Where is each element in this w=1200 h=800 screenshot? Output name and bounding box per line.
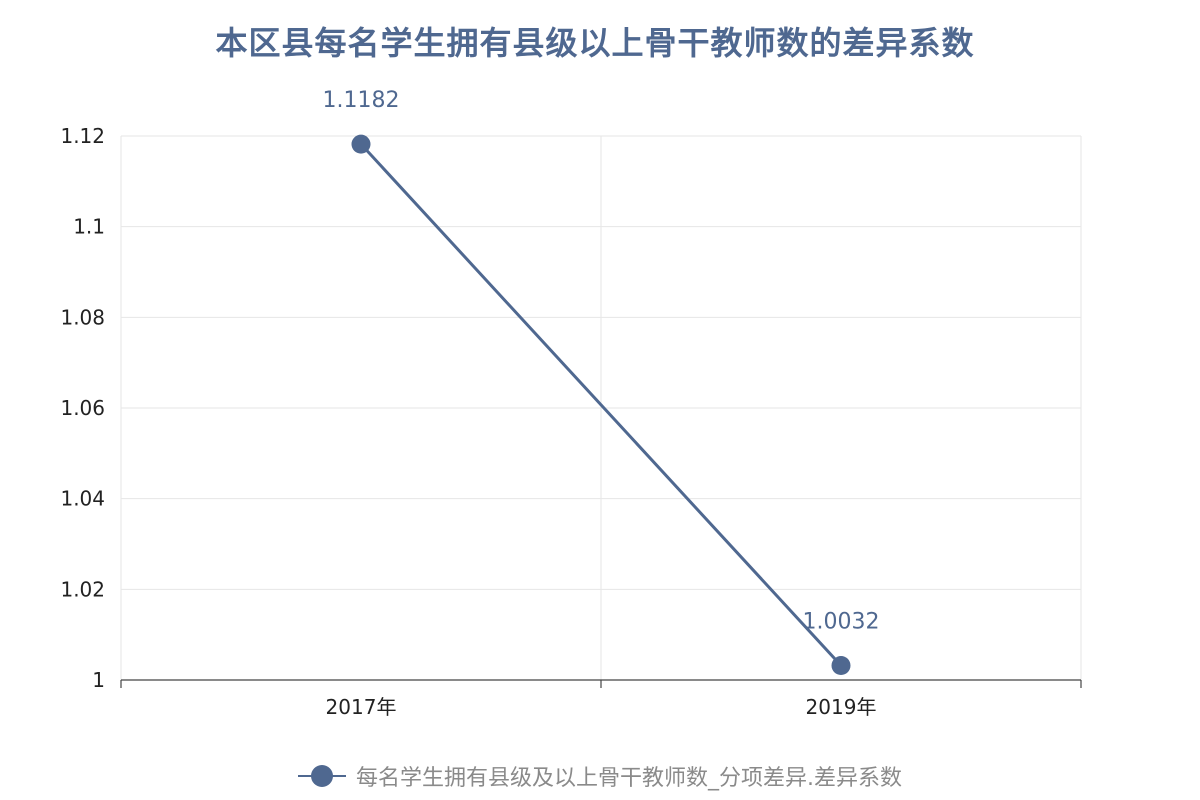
y-tick-label: 1.12	[60, 124, 105, 148]
series-line	[359, 143, 843, 667]
x-tick-label: 2017年	[326, 695, 397, 719]
axis-layer: 1 1.02 1.04 1.06 1.08 1.1 1.12 2017年 2019年	[60, 124, 1082, 719]
series-layer	[351, 134, 851, 675]
data-point	[831, 655, 851, 675]
x-tick-label: 2019年	[806, 695, 877, 719]
line-chart: 1 1.02 1.04 1.06 1.08 1.1 1.12 2017年 2019年 1.118…	[60, 88, 1082, 719]
legend-marker-icon	[298, 764, 346, 788]
legend[interactable]: 每名学生拥有县级及以上骨干教师数_分项差异.差异系数	[0, 760, 1200, 792]
data-label: 1.0032	[803, 609, 880, 634]
y-tick-label: 1.04	[60, 487, 105, 511]
legend-label: 每名学生拥有县级及以上骨干教师数_分项差异.差异系数	[356, 766, 902, 791]
data-point	[351, 134, 371, 154]
y-tick-label: 1.08	[60, 305, 105, 329]
label-layer: 1.1182 1.0032	[323, 88, 880, 634]
y-tick-label: 1.06	[60, 396, 105, 420]
y-tick-label: 1.02	[60, 577, 105, 601]
data-label: 1.1182	[323, 88, 400, 113]
y-tick-label: 1	[92, 668, 105, 692]
y-tick-label: 1.1	[73, 215, 105, 239]
chart-title: 本区县每名学生拥有县级以上骨干教师数的差异系数	[215, 24, 975, 62]
grid-layer	[120, 135, 1082, 680]
